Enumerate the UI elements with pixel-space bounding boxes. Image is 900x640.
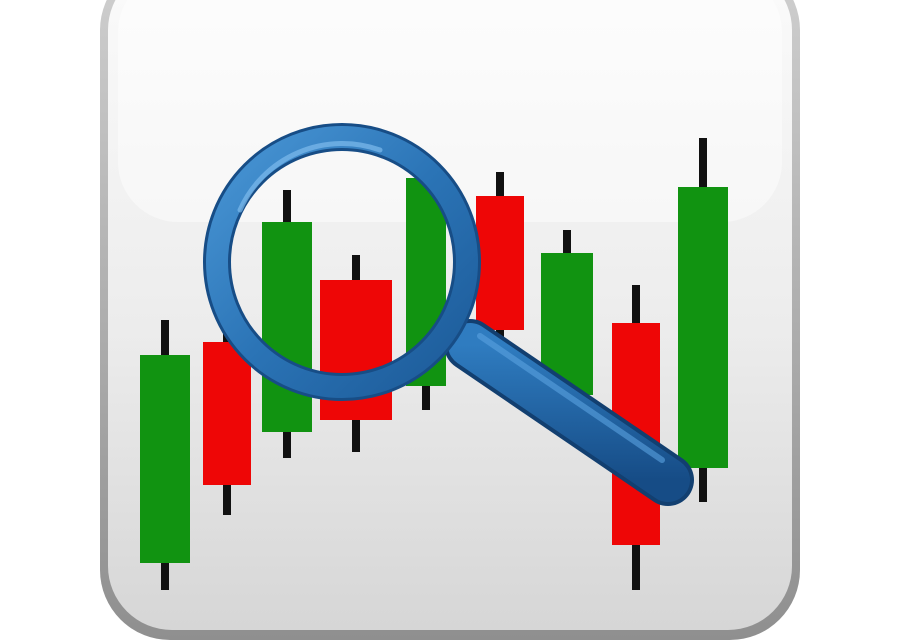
- candle-body: [140, 355, 190, 563]
- candlestick-chart: [140, 138, 728, 590]
- magnifier-handle: [448, 323, 690, 502]
- magnifier-ring: [206, 126, 478, 398]
- candle-up: [140, 320, 190, 590]
- magnifying-glass-icon: [203, 123, 694, 506]
- candle-up: [262, 190, 312, 458]
- candle-body: [476, 196, 524, 330]
- candle-down: [203, 330, 251, 515]
- candle-down: [476, 172, 524, 340]
- candle-up: [678, 138, 728, 502]
- candle-body: [262, 222, 312, 432]
- candle-body: [203, 342, 251, 485]
- magnifier-ring-highlight: [237, 141, 383, 213]
- candle-body: [678, 187, 728, 468]
- magnifier-handle-highlight: [477, 333, 665, 463]
